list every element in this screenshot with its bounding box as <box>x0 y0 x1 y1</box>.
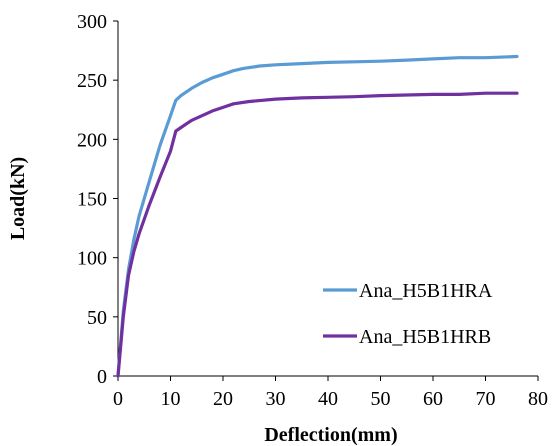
x-tick-label: 70 <box>476 388 496 410</box>
series-layer <box>116 54 519 378</box>
axes <box>117 21 538 377</box>
y-tick-label: 250 <box>77 70 107 92</box>
legend-label-2: Ana_H5B1HRB <box>359 326 491 348</box>
x-tick-label: 20 <box>213 388 233 410</box>
y-tick-label: 100 <box>77 248 107 270</box>
legend: Ana_H5B1HRA Ana_H5B1HRB <box>323 280 493 348</box>
y-tick-label: 150 <box>77 189 107 211</box>
x-tick-label: 60 <box>423 388 443 410</box>
ticks: 0 10 20 30 40 50 60 70 80 0 50 100 150 200 250 300 <box>77 11 548 410</box>
x-tick-label: 30 <box>266 388 286 410</box>
y-axis-title: Load(kN) <box>7 157 29 240</box>
x-tick-label: 80 <box>528 388 548 410</box>
x-tick-label: 10 <box>161 388 181 410</box>
y-tick-label: 50 <box>87 307 107 329</box>
series-line-2 <box>116 91 519 378</box>
y-tick-label: 200 <box>77 129 107 151</box>
series-line-1 <box>116 54 519 378</box>
x-axis-title: Deflection(mm) <box>264 424 397 446</box>
y-tick-label: 300 <box>77 11 107 33</box>
x-tick-label: 0 <box>113 388 123 410</box>
legend-label-1: Ana_H5B1HRA <box>359 280 493 302</box>
y-tick-label: 0 <box>97 366 107 388</box>
x-tick-label: 40 <box>318 388 338 410</box>
x-tick-label: 50 <box>371 388 391 410</box>
